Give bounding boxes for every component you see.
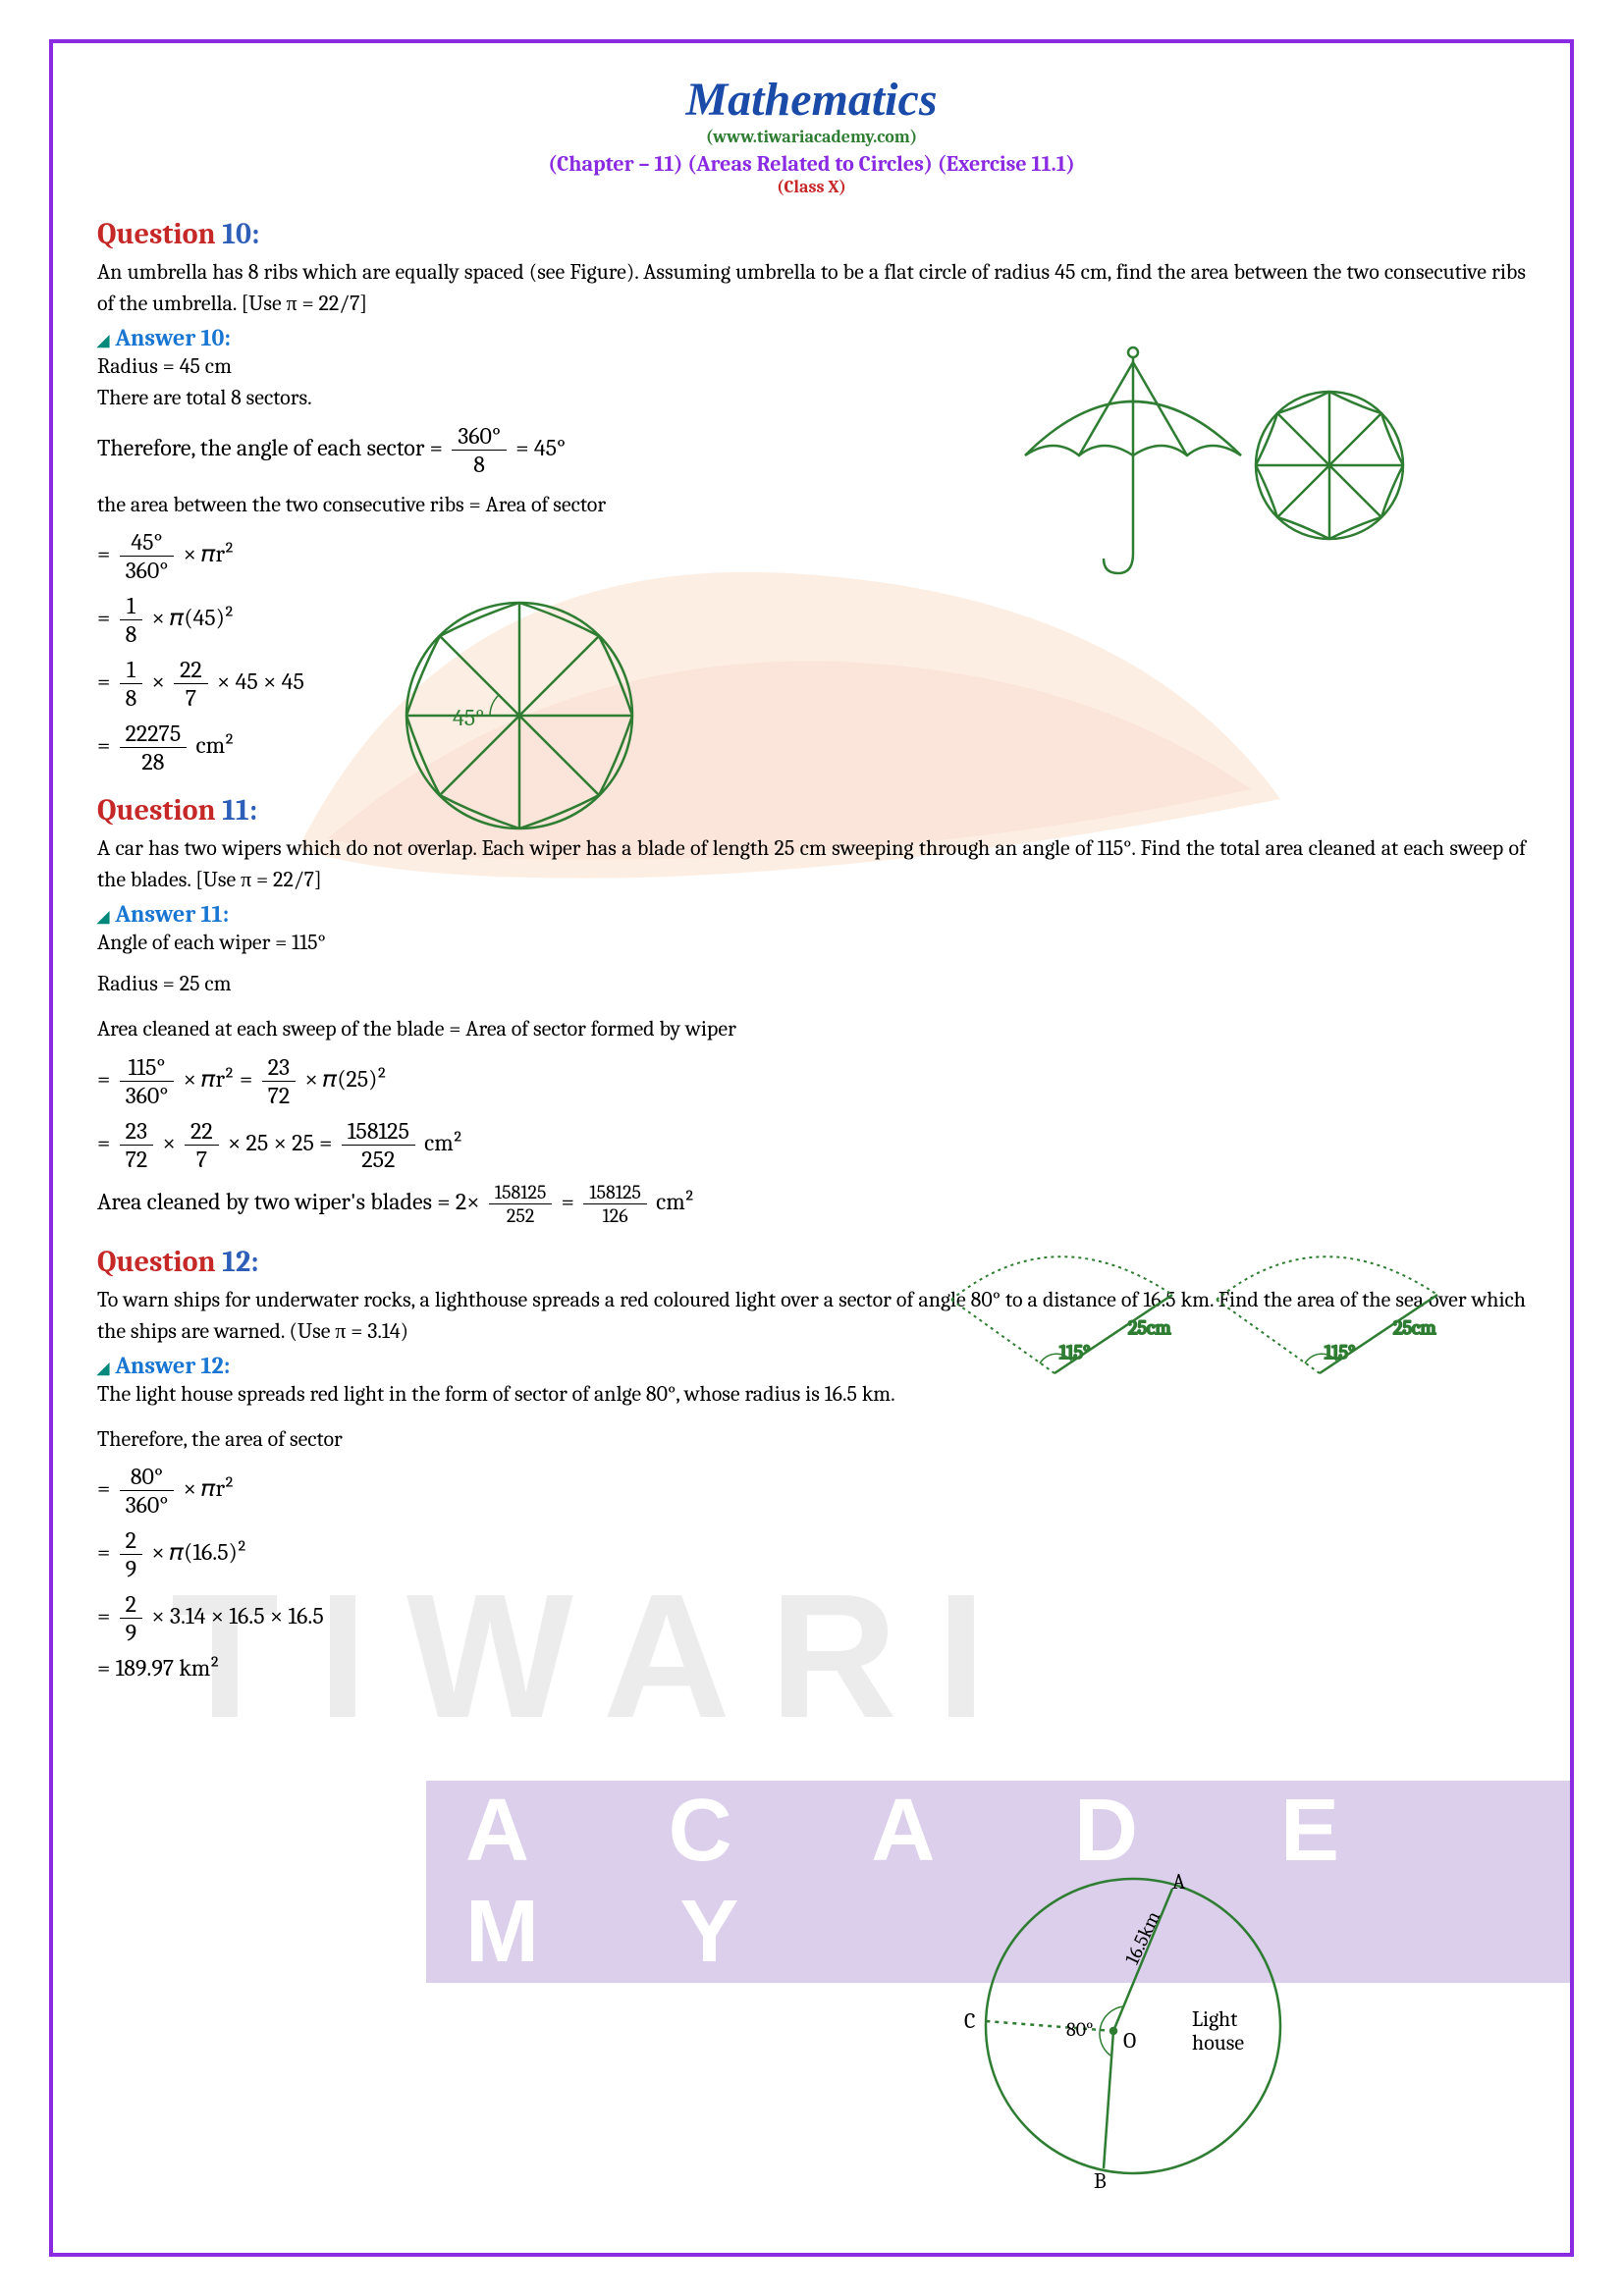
question-11-text: A car has two wipers which do not overla… bbox=[97, 833, 1526, 896]
svg-text:115°: 115° bbox=[1059, 1341, 1090, 1363]
sector-circle-figure: 45° bbox=[392, 588, 647, 843]
angle-label: 45° bbox=[453, 704, 484, 731]
svg-text:A: A bbox=[1172, 1869, 1186, 1895]
umbrella-figure bbox=[986, 328, 1437, 583]
q12-line2: Therefore, the area of sector bbox=[97, 1424, 1526, 1456]
class-label: (Class X) bbox=[97, 177, 1526, 197]
header: Mathematics (www.tiwariacademy.com) (Cha… bbox=[97, 73, 1526, 197]
q-label: Question bbox=[97, 1245, 216, 1279]
q11-calc1: = 115°360° × 𝜋r² = 2372 × 𝜋(25)² bbox=[97, 1053, 1526, 1109]
svg-text:115°: 115° bbox=[1325, 1341, 1355, 1363]
website-link: (www.tiwariacademy.com) bbox=[97, 127, 1526, 147]
q11-line3: Area cleaned at each sweep of the blade … bbox=[97, 1014, 1526, 1045]
svg-text:80°: 80° bbox=[1066, 2018, 1094, 2041]
svg-text:B: B bbox=[1094, 2168, 1107, 2193]
svg-text:25cm: 25cm bbox=[1128, 1316, 1171, 1339]
svg-text:16.5km: 16.5km bbox=[1120, 1907, 1164, 1967]
text: = 45° bbox=[515, 434, 566, 461]
q10-calc4: = 2227528 cm² bbox=[97, 720, 1526, 775]
q-number: 10: bbox=[222, 217, 259, 251]
q11-line4: Area cleaned by two wiper's blades = 2× … bbox=[97, 1181, 1526, 1227]
q12-calc2: = 29 × 𝜋(16.5)² bbox=[97, 1526, 1526, 1582]
answer-11-heading: Answer 11: bbox=[97, 900, 1526, 928]
q-number: 11: bbox=[222, 793, 257, 828]
lighthouse-label: Lighthouse bbox=[1192, 2006, 1244, 2056]
q10-calc3: = 18 × 227 × 45 × 45 bbox=[97, 656, 1526, 712]
q-label: Question bbox=[97, 793, 216, 828]
q-label: Question bbox=[97, 217, 216, 251]
q-number: 12: bbox=[222, 1245, 258, 1279]
q12-calc1: = 80°360° × 𝜋r² bbox=[97, 1463, 1526, 1519]
svg-text:C: C bbox=[964, 2008, 975, 2034]
fraction: 360°8 bbox=[452, 422, 507, 478]
text: Therefore, the angle of each sector = bbox=[97, 434, 448, 461]
wiper-figure: 115° 25cm 115° 25cm bbox=[917, 1236, 1467, 1403]
content: Mathematics (www.tiwariacademy.com) (Cha… bbox=[97, 73, 1526, 1682]
page-border: TIWARI A C A D E M Y Mathematics (www.ti… bbox=[49, 39, 1574, 2257]
q12-calc4: = 189.97 km² bbox=[97, 1654, 1526, 1682]
question-10-text: An umbrella has 8 ribs which are equally… bbox=[97, 257, 1526, 320]
svg-text:O: O bbox=[1123, 2028, 1136, 2054]
q11-calc2: = 2372 × 227 × 25 × 25 = 158125252 cm² bbox=[97, 1117, 1526, 1173]
q10-calc2: = 18 × 𝜋(45)² bbox=[97, 592, 1526, 648]
question-11-heading: Question 11: bbox=[97, 793, 1526, 828]
page-title: Mathematics bbox=[97, 73, 1526, 127]
q11-line1: Angle of each wiper = 115° bbox=[97, 928, 1526, 959]
chapter-info: (Chapter – 11) (Areas Related to Circles… bbox=[97, 151, 1526, 177]
q11-line2: Radius = 25 cm bbox=[97, 969, 1526, 1000]
svg-text:25cm: 25cm bbox=[1393, 1316, 1436, 1339]
question-10-heading: Question 10: bbox=[97, 217, 1526, 251]
q12-calc3: = 29 × 3.14 × 16.5 × 16.5 bbox=[97, 1590, 1526, 1646]
lighthouse-figure: A B C O 16.5km 80° Lighthouse bbox=[917, 1859, 1349, 2193]
